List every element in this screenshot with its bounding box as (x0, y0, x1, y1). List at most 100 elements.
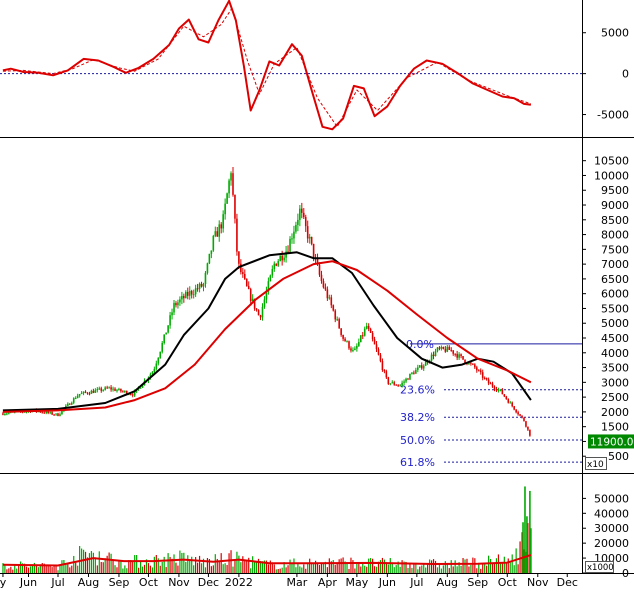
candle-body (483, 377, 486, 379)
candle-body (381, 360, 384, 370)
candle-body (253, 298, 256, 309)
candle-body (481, 372, 484, 378)
candle-body (88, 393, 91, 395)
candle-body (161, 343, 164, 352)
x-tick-label: Jun (19, 576, 37, 589)
y-tick-label: -5000 (597, 109, 629, 122)
candle-body (523, 417, 525, 422)
candle-body (493, 386, 496, 390)
candle-body (474, 364, 476, 368)
candle-body (167, 325, 169, 333)
candle-body (57, 413, 59, 417)
candle-body (501, 389, 504, 395)
candle-body (133, 391, 136, 396)
candle-body (59, 414, 61, 417)
candle-body (279, 255, 281, 262)
candle-body (407, 378, 409, 380)
candle-body (43, 412, 46, 414)
candle-body (263, 299, 266, 307)
candle-body (489, 383, 492, 385)
candle-body (503, 394, 506, 397)
candle-body (251, 298, 254, 301)
x-tick-label: Aug (437, 576, 458, 589)
candle-body (306, 226, 309, 239)
candle-body (179, 299, 181, 303)
candle-body (367, 325, 370, 329)
candle-body (67, 403, 69, 406)
candle-body (69, 403, 71, 405)
candle-body (507, 399, 510, 403)
candle-body (511, 402, 513, 407)
y-tick-label: 0 (622, 68, 629, 81)
candle-body (505, 396, 508, 400)
last-price-tag (588, 434, 634, 449)
candle-body (271, 268, 274, 276)
candle-body (495, 389, 498, 391)
candle-body (196, 288, 199, 290)
candle-body (348, 341, 350, 349)
x-tick-label: Jul (50, 576, 64, 589)
y-tick-label: 2500 (601, 391, 629, 404)
candle-body (242, 272, 244, 274)
y-tick-label: 5000 (601, 27, 629, 40)
candle-body (45, 411, 48, 414)
candle-body (418, 365, 421, 368)
candle-body (318, 264, 321, 275)
candle-body (432, 354, 435, 357)
candle-body (47, 411, 49, 414)
volume-average-line (2, 554, 532, 567)
candle-body (261, 306, 264, 318)
candle-body (422, 365, 425, 369)
candle-body (198, 283, 201, 289)
moving-average-short (2, 251, 532, 412)
candle-body (212, 235, 215, 251)
candle-body (243, 273, 246, 279)
candle-body (49, 412, 51, 414)
candle-body (361, 335, 364, 337)
candle-body (186, 291, 189, 296)
price-panel: 0.0%23.6%38.2%50.0%61.8%5001000150020002… (2, 155, 634, 470)
candle-body (301, 208, 303, 213)
candle-body (389, 383, 392, 385)
candle-body (228, 180, 230, 194)
y-tick-label: 3000 (601, 376, 629, 389)
candle-body (352, 349, 354, 351)
candle-body (304, 217, 307, 227)
candle-body (216, 231, 219, 237)
x-tick-label: y (0, 576, 7, 589)
y-tick-label: 20000 (594, 537, 629, 550)
candle-body (452, 350, 455, 354)
candle-body (236, 218, 238, 252)
x-tick-label: Dec (198, 576, 219, 589)
candle-body (373, 339, 376, 345)
candle-body (116, 390, 118, 392)
y-tick-label: 4000 (601, 347, 629, 360)
candle-body (238, 251, 240, 264)
candle-body (328, 297, 331, 299)
candle-body (122, 391, 124, 393)
candle-body (405, 378, 407, 382)
candle-body (324, 287, 327, 290)
candle-body (273, 263, 276, 269)
x-tick-label: Oct (498, 576, 518, 589)
x-tick-label: Sep (467, 576, 488, 589)
candle-body (499, 389, 502, 391)
candle-body (287, 251, 289, 253)
candle-body (200, 283, 203, 287)
candle-body (299, 208, 301, 220)
candle-body (86, 392, 89, 394)
candle-body (464, 359, 466, 363)
candle-body (177, 302, 179, 306)
candle-body (379, 354, 382, 361)
candle-body (391, 382, 394, 384)
candle-body (411, 372, 413, 374)
candle-body (94, 390, 97, 393)
candle-body (291, 238, 293, 240)
candle-body (190, 291, 193, 295)
candle-body (436, 347, 439, 352)
candle-body (440, 346, 443, 349)
candle-body (322, 281, 325, 288)
candle-body (194, 288, 197, 295)
